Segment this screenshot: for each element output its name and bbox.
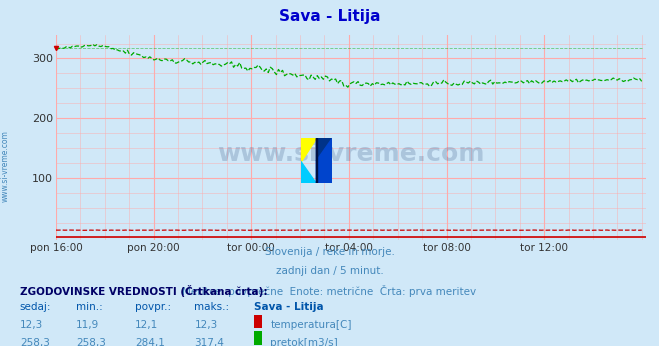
Text: Sava - Litija: Sava - Litija bbox=[279, 9, 380, 24]
Text: 12,1: 12,1 bbox=[135, 320, 158, 330]
Text: 284,1: 284,1 bbox=[135, 338, 165, 346]
Text: www.si-vreme.com: www.si-vreme.com bbox=[217, 142, 484, 166]
Text: zadnji dan / 5 minut.: zadnji dan / 5 minut. bbox=[275, 266, 384, 276]
Text: Sava - Litija: Sava - Litija bbox=[254, 302, 324, 312]
Text: 12,3: 12,3 bbox=[20, 320, 43, 330]
Text: pretok[m3/s]: pretok[m3/s] bbox=[270, 338, 338, 346]
Text: Slovenija / reke in morje.: Slovenija / reke in morje. bbox=[264, 247, 395, 257]
Text: 258,3: 258,3 bbox=[20, 338, 49, 346]
Text: min.:: min.: bbox=[76, 302, 103, 312]
Text: www.si-vreme.com: www.si-vreme.com bbox=[1, 130, 10, 202]
Text: 11,9: 11,9 bbox=[76, 320, 99, 330]
Text: temperatura[C]: temperatura[C] bbox=[270, 320, 352, 330]
Text: 12,3: 12,3 bbox=[194, 320, 217, 330]
Text: povpr.:: povpr.: bbox=[135, 302, 171, 312]
Polygon shape bbox=[301, 161, 316, 183]
Text: 317,4: 317,4 bbox=[194, 338, 224, 346]
Polygon shape bbox=[316, 138, 332, 161]
Text: ZGODOVINSKE VREDNOSTI (Črtkana črta):: ZGODOVINSKE VREDNOSTI (Črtkana črta): bbox=[20, 285, 268, 298]
Polygon shape bbox=[316, 138, 332, 183]
Text: Meritve: povprečne  Enote: metrične  Črta: prva meritev: Meritve: povprečne Enote: metrične Črta:… bbox=[183, 285, 476, 298]
Polygon shape bbox=[316, 138, 317, 183]
Text: sedaj:: sedaj: bbox=[20, 302, 51, 312]
Text: 258,3: 258,3 bbox=[76, 338, 105, 346]
Text: maks.:: maks.: bbox=[194, 302, 229, 312]
Polygon shape bbox=[301, 138, 316, 161]
